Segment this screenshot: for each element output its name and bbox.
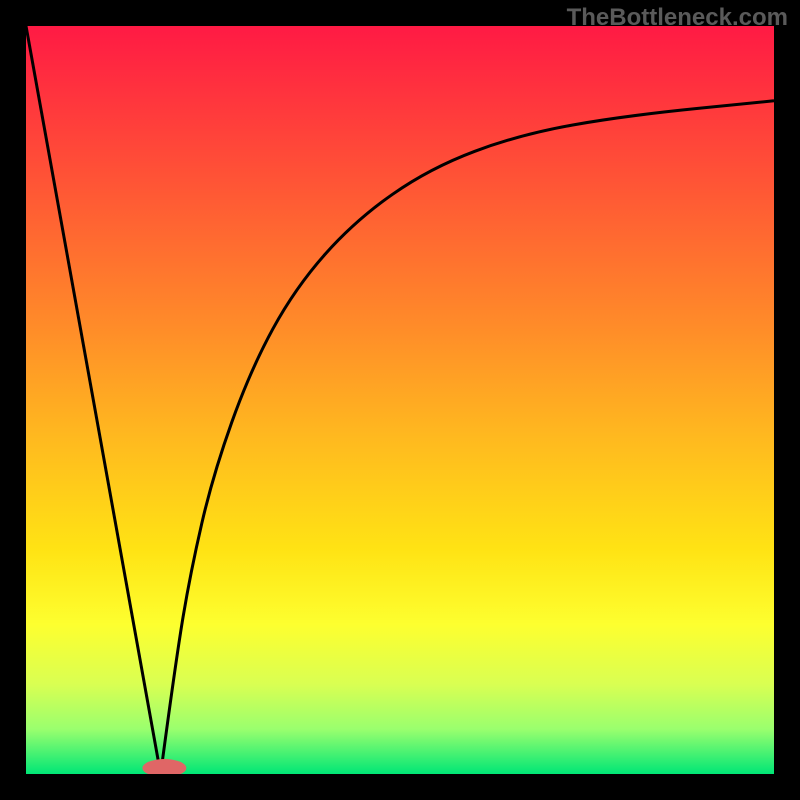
watermark-text: TheBottleneck.com xyxy=(567,4,788,32)
chart-svg xyxy=(0,0,800,800)
plot-background xyxy=(26,26,774,774)
bottleneck-chart: TheBottleneck.com xyxy=(0,0,800,800)
